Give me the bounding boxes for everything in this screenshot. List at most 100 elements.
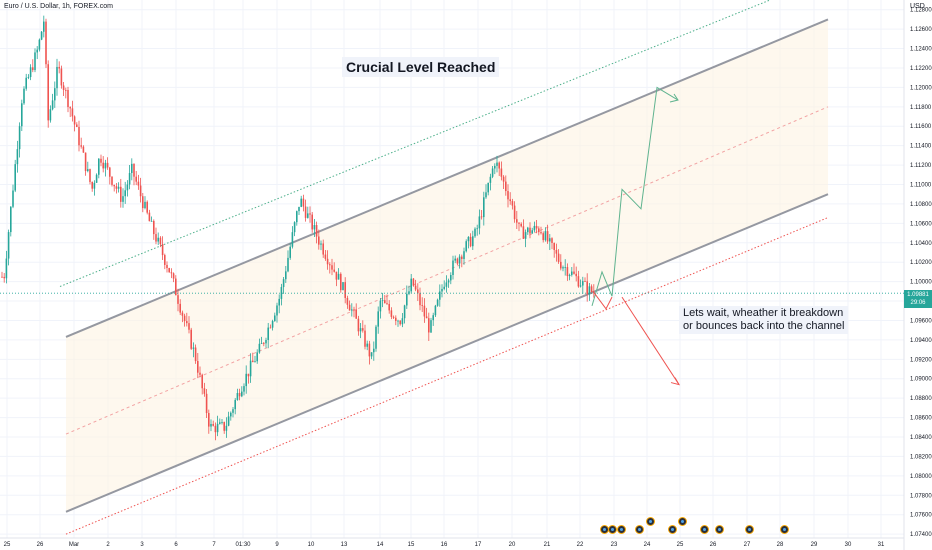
headline-annotation[interactable]: Crucial Level Reached: [342, 57, 500, 77]
candle-body: [357, 318, 360, 332]
channel-fill: [66, 19, 828, 512]
candle-body: [406, 293, 408, 306]
candle-body: [540, 232, 542, 234]
candle-body: [161, 244, 164, 256]
candle-body: [507, 191, 509, 200]
candle-body: [67, 90, 69, 108]
candle-body: [157, 237, 159, 242]
candle-body: [579, 285, 582, 287]
candle-body: [467, 236, 470, 242]
candle-body: [527, 227, 529, 233]
candle-body: [553, 242, 555, 250]
candle-body: [269, 327, 272, 329]
candle-body: [518, 222, 520, 224]
candle-body: [40, 31, 43, 40]
candle-body: [474, 228, 476, 237]
candle-body: [289, 246, 291, 258]
candle-body: [199, 372, 201, 375]
candle-body: [186, 321, 188, 324]
event-flag-icon[interactable]: [745, 525, 754, 534]
candle-body: [315, 225, 318, 237]
candle-body: [214, 425, 217, 433]
candle-body: [447, 280, 450, 283]
candle-body: [208, 413, 210, 427]
candle-body: [36, 49, 38, 53]
candle-body: [168, 268, 170, 273]
candle-body: [82, 146, 85, 153]
candle-body: [245, 373, 247, 387]
candle-body: [491, 168, 494, 177]
candle-body: [192, 347, 195, 349]
note-annotation[interactable]: Lets wait, wheather it breakdown or boun…: [679, 306, 849, 334]
event-flag-icon[interactable]: [715, 525, 724, 534]
candle-body: [194, 347, 197, 362]
candle-body: [80, 145, 82, 147]
candle-body: [159, 237, 162, 245]
x-tick-label: 31: [878, 542, 885, 548]
channel-lower-line: [65, 193, 829, 513]
candle-body: [144, 201, 146, 209]
candle-body: [313, 225, 316, 230]
event-flag-icon[interactable]: [646, 517, 655, 526]
y-tick-label: 1.07400: [910, 532, 932, 538]
y-tick-label: 1.09000: [910, 377, 932, 383]
candle-body: [38, 39, 41, 50]
candle-body: [247, 373, 250, 377]
candle-body: [373, 348, 375, 353]
y-tick-label: 1.08600: [910, 416, 932, 422]
candle-body: [45, 21, 47, 65]
last-price-label: 1.09881 29:06: [904, 290, 932, 308]
candle-body: [221, 422, 223, 423]
candle-body: [542, 233, 544, 241]
candle-body: [337, 273, 340, 280]
x-tick-label: 2: [106, 542, 110, 548]
candle-body: [355, 309, 357, 319]
event-flag-icon[interactable]: [700, 525, 709, 534]
x-tick-label: 23: [611, 542, 618, 548]
event-flag-icon[interactable]: [635, 525, 644, 534]
bearish-projection: [621, 296, 680, 385]
y-tick-label: 1.11000: [910, 183, 932, 189]
event-flag-icon[interactable]: [608, 525, 617, 534]
candle-body: [256, 352, 258, 362]
candle-body: [102, 162, 104, 169]
x-tick-label: 16: [441, 542, 448, 548]
candle-body: [320, 243, 322, 245]
candle-body: [197, 361, 199, 373]
candle-body: [43, 21, 45, 32]
candle-body: [419, 293, 421, 306]
event-flag-icon[interactable]: [668, 525, 677, 534]
candle-body: [172, 273, 175, 279]
candle-body: [573, 271, 575, 274]
candle-body: [566, 267, 569, 277]
outer-lower-line: [65, 217, 829, 535]
y-tick-label: 1.08800: [910, 396, 932, 402]
candle-body: [588, 286, 591, 295]
candle-body: [476, 228, 478, 230]
event-flag-icon[interactable]: [617, 525, 626, 534]
candle-body: [390, 310, 393, 317]
y-tick-label: 1.10800: [910, 202, 932, 208]
y-tick-label: 1.10200: [910, 260, 932, 266]
event-flag-icon[interactable]: [780, 525, 789, 534]
bullish-arrowhead: [669, 93, 679, 103]
candle-body: [106, 162, 109, 168]
candle-body: [381, 300, 384, 301]
candle-body: [436, 299, 439, 306]
y-tick-label: 1.12000: [910, 85, 932, 91]
candle-body: [56, 66, 58, 89]
candle-body: [307, 213, 309, 218]
candle-body: [78, 126, 80, 146]
candle-body: [452, 260, 454, 276]
y-tick-label: 1.11400: [910, 144, 932, 150]
candle-body: [516, 219, 518, 223]
candle-body: [164, 255, 166, 265]
candle-body: [93, 182, 96, 189]
x-tick-label: 6: [174, 542, 178, 548]
candle-body: [397, 320, 399, 322]
candle-body: [513, 205, 516, 220]
event-flag-icon[interactable]: [678, 517, 687, 526]
candle-body: [133, 163, 135, 177]
